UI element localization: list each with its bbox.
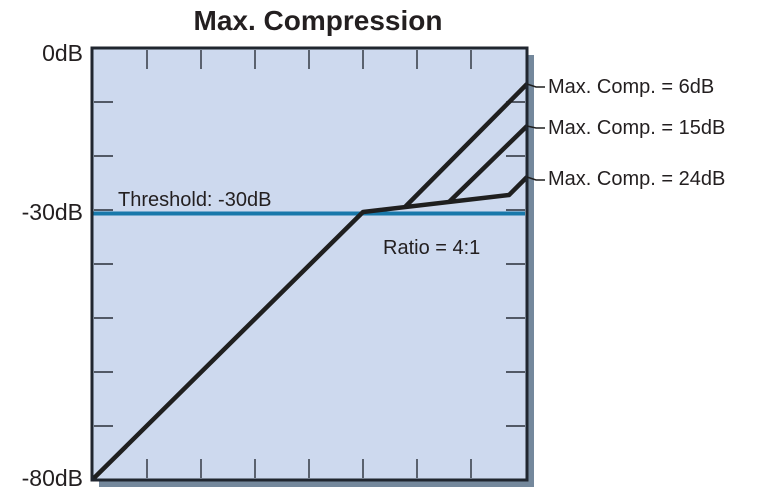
leader-line-15db <box>526 125 545 129</box>
ratio-annotation: Ratio = 4:1 <box>383 237 480 259</box>
curve-max-comp-15db <box>447 124 529 204</box>
leader-line-6db <box>526 83 545 88</box>
tick-marks-bottom <box>146 459 472 478</box>
curve-label-6db: Max. Comp. = 6dB <box>548 76 714 98</box>
tick-marks-top <box>146 50 472 69</box>
y-axis-label-0db: 0dB <box>42 40 83 66</box>
tick-marks-left <box>94 101 113 427</box>
threshold-annotation: Threshold: -30dB <box>118 189 271 211</box>
curve-max-comp-6db <box>403 82 529 209</box>
chart-title: Max. Compression <box>194 5 443 36</box>
curve-label-15db: Max. Comp. = 15dB <box>548 117 725 139</box>
curve-label-24db: Max. Comp. = 24dB <box>548 168 725 190</box>
plot-border <box>90 46 529 482</box>
leader-line-24db <box>526 176 545 181</box>
y-axis-label-minus30db: -30dB <box>22 199 83 225</box>
y-axis-label-minus80db: -80dB <box>22 465 83 491</box>
curve-max-comp-24db <box>90 175 529 482</box>
